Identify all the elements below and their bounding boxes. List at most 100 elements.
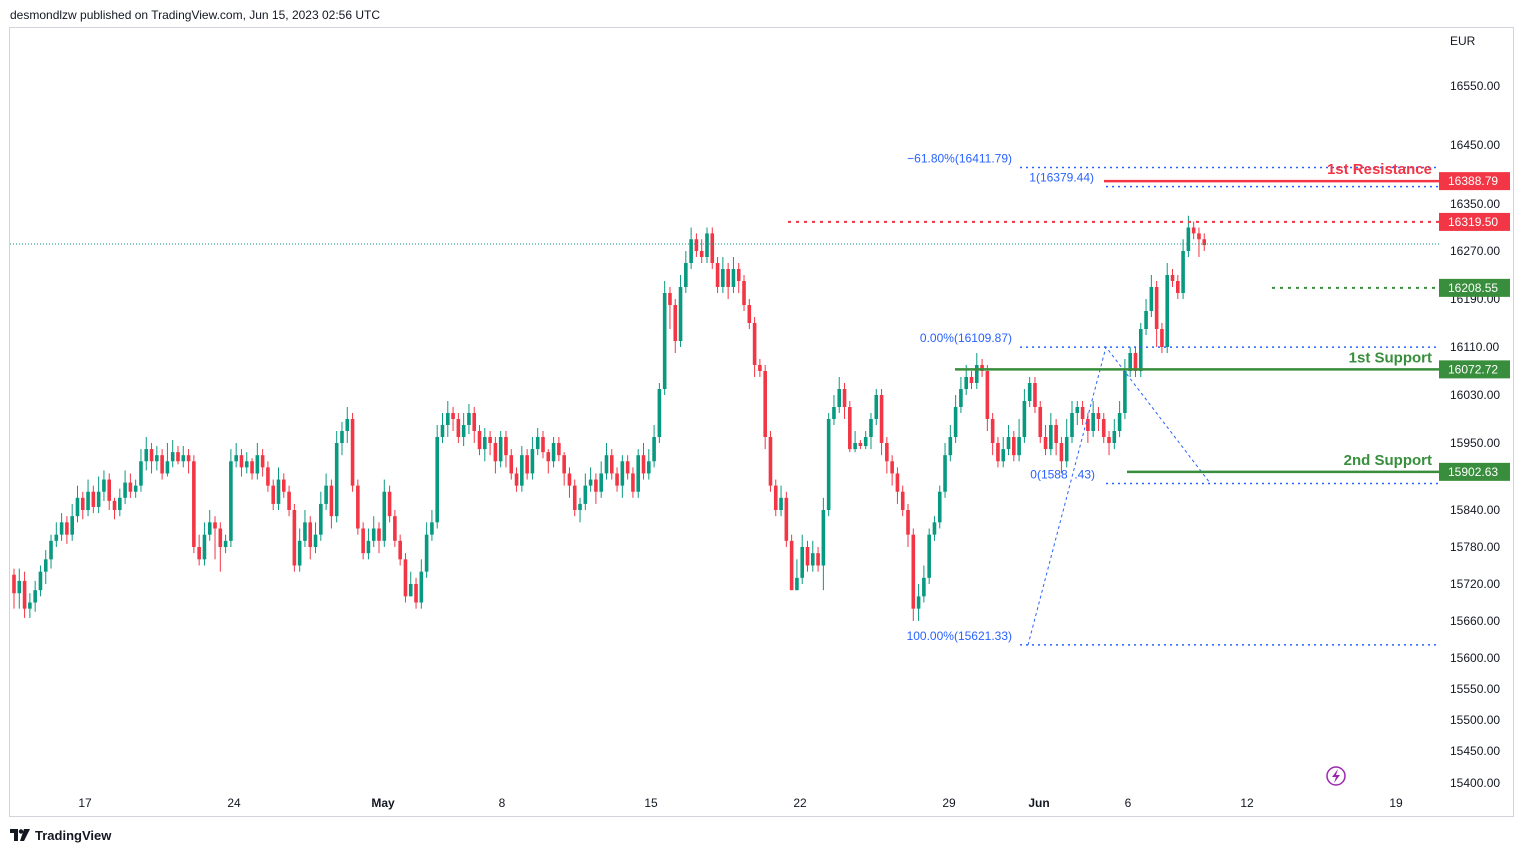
candle-body — [281, 479, 286, 492]
price-tag-label: 16072.72 — [1448, 362, 1498, 376]
candle-body — [731, 269, 736, 287]
x-tick-label: 17 — [78, 796, 92, 810]
candle-body — [1165, 275, 1170, 347]
candle-body — [461, 425, 466, 437]
candle-body — [102, 479, 106, 492]
candle-body — [28, 602, 32, 609]
candle-body — [567, 473, 572, 486]
candle-body — [996, 443, 1000, 462]
candle-body — [900, 491, 905, 510]
candle-body — [721, 269, 725, 287]
candle-body — [329, 485, 334, 517]
candle-body — [477, 431, 482, 450]
x-tick-label: 19 — [1389, 796, 1403, 810]
footer-brand: TradingView — [35, 827, 112, 843]
time-axis[interactable]: 17 24 May 8 15 22 29 Jun 6 12 19 — [78, 796, 1403, 810]
candle-body — [472, 413, 477, 431]
candle-body — [789, 540, 794, 591]
candle-body — [842, 389, 847, 407]
candle-body — [498, 437, 503, 462]
candle-body — [684, 263, 688, 287]
candle-body — [620, 461, 625, 486]
candle-body — [800, 547, 805, 578]
candle-body — [430, 522, 434, 535]
candle-body — [49, 540, 53, 560]
candle-body — [858, 443, 863, 447]
candle-body — [70, 516, 74, 535]
candle-body — [1033, 383, 1037, 407]
candle-body — [59, 522, 64, 535]
candle-body — [255, 455, 260, 474]
candle-body — [1202, 239, 1207, 246]
candle-body — [123, 482, 127, 498]
y-tick-label: 15500.00 — [1450, 713, 1500, 727]
candle-body — [91, 491, 96, 507]
candle-body — [715, 263, 720, 287]
candle-body — [155, 455, 159, 462]
candle-body — [218, 528, 223, 547]
candle-body — [382, 491, 387, 541]
candle-body — [445, 413, 450, 425]
fib-trend-line — [1027, 345, 1211, 646]
candle-body — [1086, 419, 1090, 431]
x-tick-label: 29 — [942, 796, 956, 810]
price-tags: 16388.79 16319.50 16208.55 16072.72 15902.63 — [1439, 172, 1510, 481]
tradingview-logo-icon — [10, 829, 30, 841]
y-tick-label: 16030.00 — [1450, 388, 1500, 402]
candle-body — [647, 461, 651, 474]
y-tick-label: 15950.00 — [1450, 436, 1500, 450]
candle-body — [361, 528, 365, 554]
candle-body — [784, 497, 789, 541]
candle-body — [583, 485, 588, 504]
x-tick-label: 6 — [1125, 796, 1132, 810]
candle-body — [345, 419, 350, 431]
candle-body — [885, 443, 889, 462]
lightning-icon[interactable] — [1326, 766, 1346, 786]
candle-body — [276, 479, 281, 504]
candle-body — [1038, 407, 1043, 437]
candle-body — [414, 584, 418, 603]
level-label: 1st Support — [1349, 349, 1432, 366]
candle-body — [853, 443, 857, 450]
candle-body — [287, 491, 291, 510]
candle-body — [297, 540, 302, 566]
candle-body — [202, 534, 207, 560]
candle-body — [1091, 413, 1095, 431]
price-axis[interactable]: EUR16550.0016450.0016350.0016270.0016190… — [1450, 34, 1500, 790]
candle-body — [112, 500, 117, 510]
fib-label: 0.00%(16109.87) — [920, 331, 1012, 345]
candle-body — [1054, 425, 1058, 443]
candle-body — [763, 371, 767, 437]
candle-body — [530, 449, 535, 474]
candle-body — [652, 437, 656, 462]
currency-label: EUR — [1450, 34, 1476, 48]
candle-body — [107, 479, 112, 501]
candle-body — [779, 497, 783, 510]
chart-frame[interactable] — [9, 27, 1514, 817]
candle-body — [38, 571, 43, 591]
candle-body — [525, 455, 529, 474]
level-label: 2nd Support — [1344, 452, 1432, 469]
price-tag-label: 16319.50 — [1448, 215, 1498, 229]
candle-body — [96, 491, 101, 507]
candle-body — [826, 419, 831, 510]
candle-body — [837, 389, 842, 407]
candle-body — [599, 473, 603, 492]
candle-body — [1012, 437, 1016, 456]
x-tick-label: 8 — [499, 796, 506, 810]
fib-label: 0(1588 .43) — [1030, 468, 1095, 482]
candle-body — [932, 522, 937, 535]
candle-body — [710, 233, 715, 263]
y-tick-label: 15720.00 — [1450, 577, 1500, 591]
price-tag-box — [1439, 278, 1510, 297]
candle-body — [631, 473, 635, 492]
price-tag-box — [1439, 360, 1510, 379]
candle-body — [805, 547, 810, 566]
candle-body — [662, 293, 667, 389]
candle-body — [1064, 437, 1069, 462]
candle-body — [229, 461, 233, 541]
candle-body — [1096, 413, 1101, 419]
fib-label: −61.80%(16411.79) — [907, 152, 1012, 166]
candle-body — [165, 461, 170, 474]
